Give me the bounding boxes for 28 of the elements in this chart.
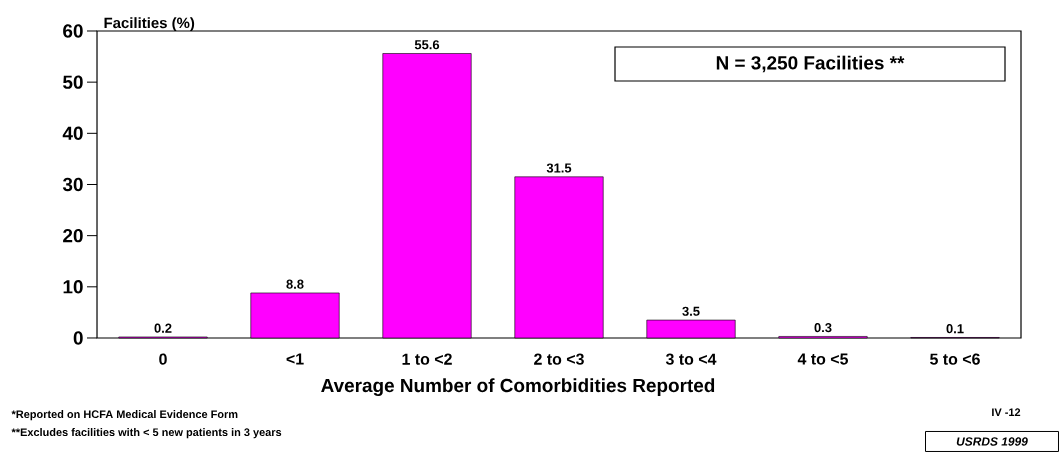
y-tick-label: 20 <box>63 228 83 243</box>
y-axis-title: Facilities (%) <box>104 17 195 32</box>
data-label: 0.1 <box>946 324 964 334</box>
data-label: 0.2 <box>154 323 172 333</box>
y-tick-label: 10 <box>63 280 83 294</box>
y-tick-label: 40 <box>62 126 83 141</box>
x-tick-label: 3 to <4 <box>665 353 717 365</box>
text: IV -12 <box>992 408 1021 416</box>
x-tick-label: 4 to <5 <box>797 353 849 365</box>
x-tick-label: 1 to <2 <box>402 353 452 365</box>
x-tick-label: 5 to <6 <box>930 353 980 365</box>
x-tick-label: 0 <box>159 353 167 365</box>
text: **Excludes facilities with < 5 new patients in 3 years <box>11 428 282 439</box>
y-tick-label: 60 <box>63 24 83 38</box>
x-axis-title: Average Number of Comorbidities Reported <box>321 378 715 396</box>
annotation: N = 3,250 Facilities ** <box>716 55 905 73</box>
x-tick-label: 2 to <3 <box>534 353 584 365</box>
y-tick-label: 0 <box>73 331 83 345</box>
data-label: 3.5 <box>682 306 700 316</box>
text: USRDS 1999 <box>956 437 1028 446</box>
data-label: 8.8 <box>286 279 304 289</box>
text: *Reported on HCFA Medical Evidence Form <box>11 410 238 421</box>
y-tick-label: 50 <box>63 75 83 89</box>
data-label: 55.6 <box>414 40 440 50</box>
data-label: 0.3 <box>814 323 832 333</box>
data-label: 31.5 <box>546 163 572 173</box>
y-tick-label: 30 <box>62 177 83 192</box>
x-tick-label: <1 <box>286 353 304 365</box>
